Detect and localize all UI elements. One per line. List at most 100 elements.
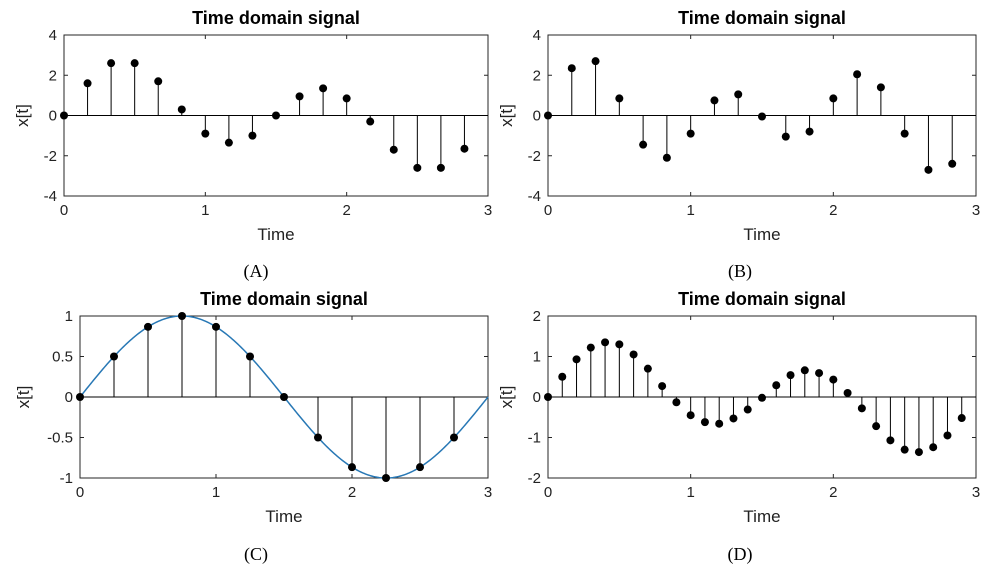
panel-caption: (C) — [244, 544, 268, 565]
stem-marker — [295, 92, 304, 101]
panel-A: 0 1 2 3 4 2 0 -2 -4 Time domain signal Time x[t] (A) — [13, 8, 492, 282]
stem-marker — [929, 443, 938, 452]
stem-marker — [586, 343, 595, 352]
x-tick-label: 1 — [201, 202, 209, 219]
x-tick-label: 3 — [972, 202, 980, 219]
panel-B: 0 1 2 3 4 2 0 -2 -4 Time domain signal Time x[t] (B) — [497, 8, 980, 282]
x-axis-label: Time — [743, 507, 780, 526]
stem-marker — [558, 372, 567, 381]
x-tick-label: 1 — [686, 202, 694, 219]
stem-marker — [178, 312, 186, 320]
stem-marker — [857, 404, 866, 413]
stem-marker — [805, 127, 814, 136]
stem-marker — [686, 129, 695, 138]
stem-marker — [212, 322, 220, 331]
stem-marker — [639, 140, 648, 149]
stem-marker — [829, 94, 838, 103]
stem-marker — [342, 94, 351, 103]
panel-caption: (A) — [244, 261, 269, 282]
y-tick-label: -1 — [528, 430, 541, 447]
stem-marker — [366, 117, 375, 126]
x-tick-label: 0 — [76, 484, 84, 501]
stem-marker — [416, 463, 424, 472]
stem-marker — [591, 57, 600, 66]
stem-marker — [729, 414, 738, 423]
stem-marker — [413, 163, 422, 172]
stem-marker — [943, 431, 952, 440]
stem-marker — [781, 132, 790, 141]
y-tick-label: 0.5 — [52, 349, 73, 366]
y-tick-label: 0 — [49, 108, 57, 125]
stem-marker — [758, 393, 766, 402]
stem-marker — [629, 350, 638, 359]
stem-marker — [957, 414, 966, 423]
stem-marker — [686, 411, 695, 420]
stem-marker — [272, 111, 280, 120]
stem-marker — [601, 338, 610, 347]
stem-marker — [460, 144, 469, 153]
x-tick-label: 1 — [686, 484, 694, 501]
y-tick-label: -4 — [528, 188, 541, 205]
x-tick-label: 3 — [484, 484, 492, 501]
stem-marker — [544, 393, 552, 401]
stem-marker — [672, 398, 681, 407]
stem-marker — [924, 165, 933, 174]
stem-marker — [815, 369, 824, 378]
y-tick-label: 2 — [49, 67, 57, 84]
stem-marker — [914, 448, 923, 457]
stem-marker — [110, 352, 118, 361]
y-tick-label: -0.5 — [47, 430, 73, 447]
stem-marker — [872, 422, 881, 431]
stem-marker — [436, 163, 445, 172]
stem-marker — [615, 94, 624, 103]
stem-marker — [201, 129, 210, 138]
stem-marker — [107, 59, 116, 68]
y-tick-label: 4 — [49, 27, 57, 44]
stem-marker — [772, 381, 781, 390]
stem-marker — [382, 474, 390, 482]
stem-marker — [643, 364, 652, 373]
stem-marker — [710, 96, 719, 105]
x-axis-label: Time — [257, 225, 294, 244]
panel-caption: (D) — [728, 544, 753, 565]
stem-marker — [715, 419, 724, 428]
chart-title: Time domain signal — [678, 289, 846, 309]
y-tick-label: 1 — [533, 349, 541, 366]
y-tick-label: 2 — [533, 67, 541, 84]
x-axis-label: Time — [743, 225, 780, 244]
x-tick-label: 0 — [60, 202, 68, 219]
chart-title: Time domain signal — [192, 8, 360, 28]
x-tick-label: 1 — [212, 484, 220, 501]
stem-marker — [450, 433, 458, 442]
y-axis-label: x[t] — [497, 104, 516, 127]
x-tick-label: 3 — [972, 484, 980, 501]
y-tick-label: 4 — [533, 27, 541, 44]
stem-marker — [886, 436, 895, 445]
stem-marker — [144, 322, 152, 331]
y-axis-label: x[t] — [13, 104, 32, 127]
panel-C: 0 1 2 3 1 0.5 0 -0.5 -1 Time domain signal Time x[t… — [14, 289, 492, 565]
y-axis-label: x[t] — [14, 386, 33, 409]
stem-marker — [314, 433, 322, 442]
x-tick-label: 3 — [484, 202, 492, 219]
y-axis-label: x[t] — [497, 386, 516, 409]
stem-marker — [76, 393, 84, 401]
x-axis-label: Time — [265, 507, 302, 526]
stem-marker — [948, 159, 957, 168]
panel-caption: (B) — [728, 261, 752, 282]
stem-marker — [130, 59, 139, 68]
stem-marker — [154, 77, 163, 86]
stem-marker — [83, 79, 92, 88]
stem-marker — [800, 366, 809, 375]
stem-marker — [876, 83, 885, 92]
y-tick-label: 0 — [65, 389, 73, 406]
stem-marker — [280, 393, 288, 401]
y-tick-label: 1 — [65, 308, 73, 325]
stem-marker — [224, 138, 233, 147]
y-tick-label: 2 — [533, 308, 541, 325]
stem-marker — [544, 111, 552, 120]
stem-marker — [900, 129, 909, 138]
stem-marker — [348, 463, 356, 472]
x-tick-label: 2 — [342, 202, 350, 219]
stem-marker — [843, 388, 852, 397]
